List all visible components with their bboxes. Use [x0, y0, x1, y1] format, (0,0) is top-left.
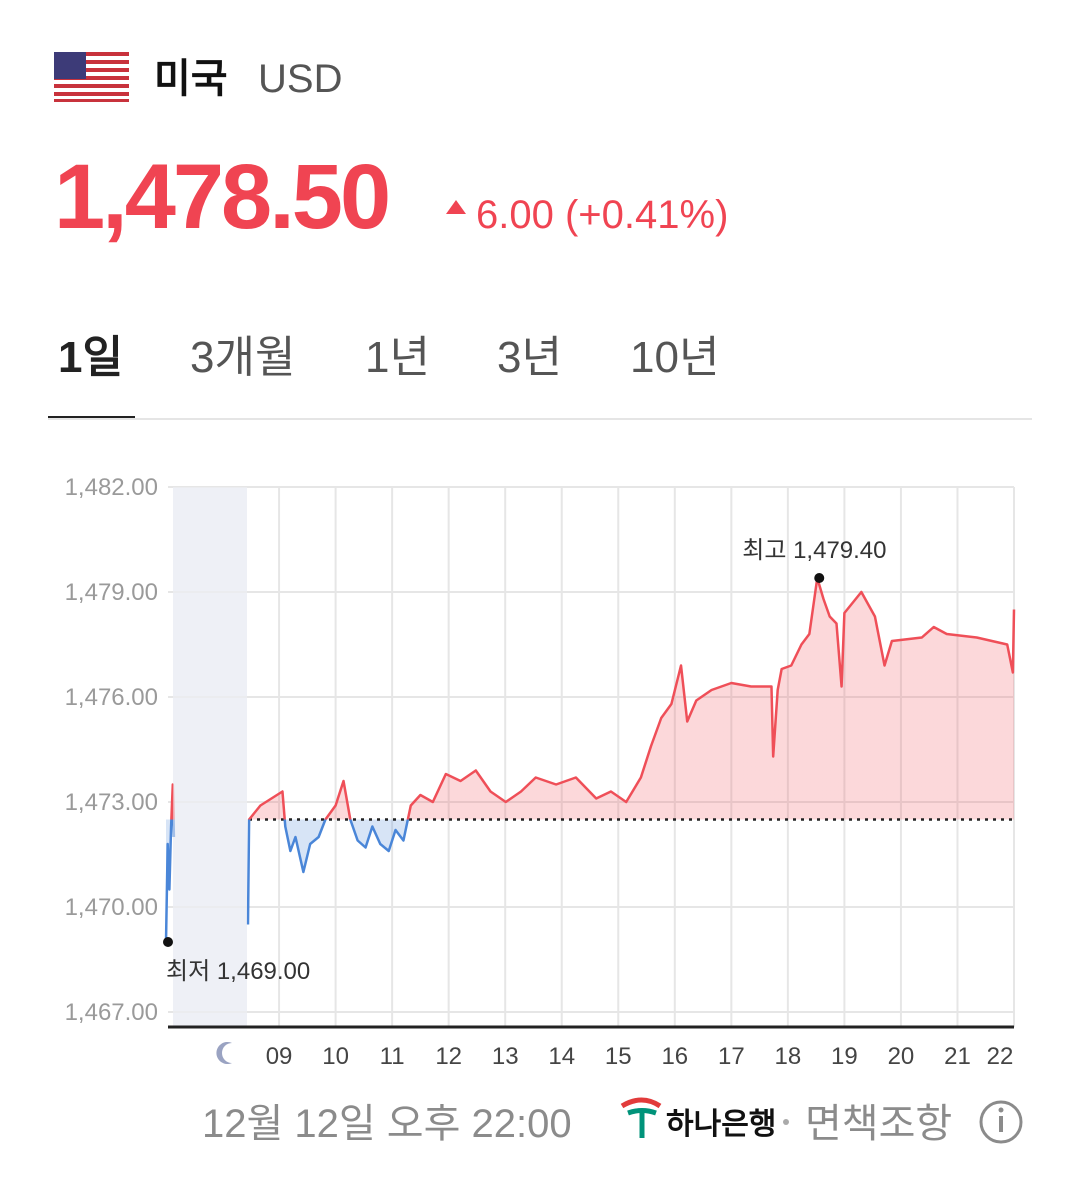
y-tick-label: 1,476.00 — [65, 684, 158, 711]
bank-logo — [620, 1097, 662, 1138]
separator-dot — [783, 1119, 789, 1125]
disclaimer[interactable]: 면책조항 — [805, 1102, 952, 1146]
price-line — [164, 576, 1016, 943]
x-tick-label: 09 — [266, 1043, 293, 1070]
x-tick-label: 21 — [944, 1043, 971, 1070]
tab[interactable]: 3년 — [497, 333, 562, 382]
tab[interactable]: 3개월 — [190, 333, 295, 382]
moon-icon — [216, 1042, 232, 1064]
up-arrow — [446, 200, 466, 214]
x-tick-label: 17 — [718, 1043, 745, 1070]
price-change: 6.00 (+0.41%) — [476, 193, 728, 237]
currency: USD — [258, 57, 342, 101]
y-tick-label: 1,467.00 — [65, 999, 158, 1026]
x-tick-label: 10 — [322, 1043, 349, 1070]
y-tick-label: 1,470.00 — [65, 894, 158, 921]
tabs: 1일 3개월 1년 3년 10년 — [48, 333, 719, 420]
bank-name: 하나은행 — [666, 1108, 776, 1141]
timestamp: 12월 12일 오후 22:00 — [202, 1102, 572, 1146]
plot — [164, 576, 1016, 943]
flag — [54, 52, 129, 102]
y-tick-label: 1,479.00 — [65, 579, 158, 606]
annotations: 최고 1,479.40 최저 1,469.00 — [163, 537, 887, 985]
x-tick-label: 11 — [380, 1043, 405, 1070]
y-tick-label: 1,482.00 — [65, 474, 158, 501]
x-tick-label: 14 — [548, 1043, 575, 1070]
tab[interactable]: 1일 — [58, 333, 123, 382]
annotation-label: 최저 1,469.00 — [166, 958, 310, 985]
y-tick-label: 1,473.00 — [65, 789, 158, 816]
x-tick-label: 20 — [888, 1043, 915, 1070]
x-tick-label: 16 — [661, 1043, 688, 1070]
annotation-label: 최고 1,479.40 — [742, 537, 886, 564]
night-overlay — [173, 487, 247, 1027]
tab[interactable]: 10년 — [630, 333, 719, 382]
annotation-dot — [814, 573, 825, 583]
area — [166, 578, 1014, 942]
x-tick-label: 19 — [831, 1043, 858, 1070]
info-icon[interactable] — [979, 1100, 1023, 1144]
annotation-dot — [163, 937, 173, 947]
country: 미국 — [154, 57, 228, 101]
tab[interactable]: 1년 — [365, 333, 430, 382]
price: 1,478.50 — [54, 146, 388, 248]
x-tick-label: 15 — [605, 1043, 632, 1070]
x-tick-label: 12 — [435, 1043, 462, 1070]
x-tick-label: 22 — [987, 1043, 1014, 1070]
x-tick-labels: 09 10 11 12 13 14 15 16 17 18 19 20 21 22 — [266, 1043, 1014, 1070]
x-tick-label: 13 — [492, 1043, 519, 1070]
x-tick-label: 18 — [775, 1043, 802, 1070]
